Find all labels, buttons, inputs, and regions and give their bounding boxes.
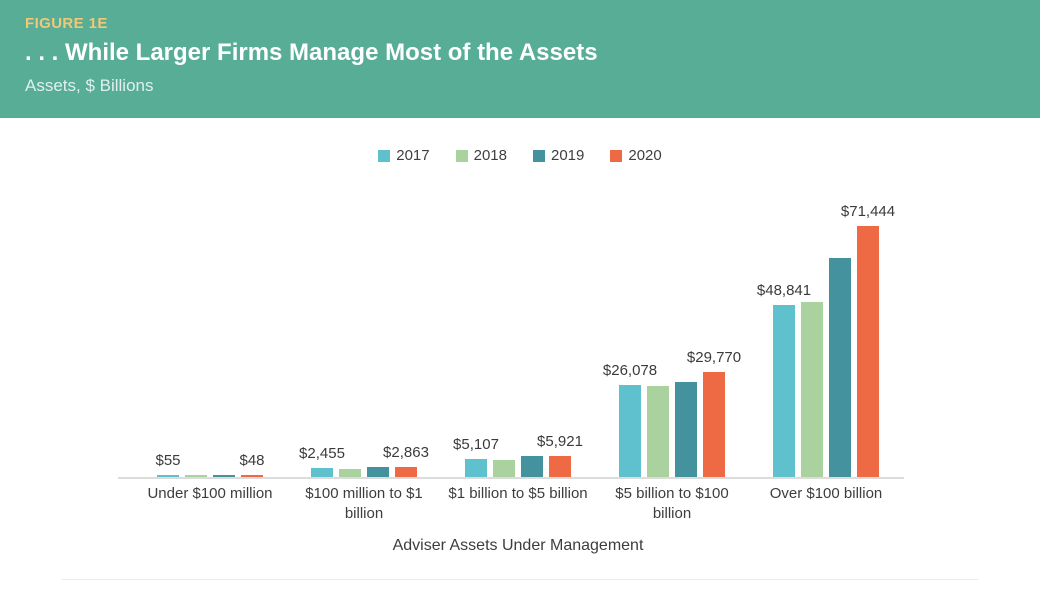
x-axis-title: Adviser Assets Under Management	[392, 537, 644, 554]
value-label: $48	[239, 452, 265, 469]
bar-2017: $26,078	[603, 362, 657, 477]
bar-2020: $2,863	[383, 444, 429, 477]
bar-2019	[367, 467, 389, 477]
category-label: Over $100 billion	[769, 485, 883, 502]
bar-2019	[675, 381, 697, 477]
legend-label: 2017	[396, 147, 430, 164]
bar-2017: $2,455	[299, 445, 345, 477]
figure-number-label: FIGURE 1E	[25, 15, 108, 32]
figure-header-banner: FIGURE 1E . . . While Larger Firms Manag…	[0, 0, 1040, 118]
value-label: $29,770	[686, 349, 742, 367]
legend-swatch-2017	[378, 149, 391, 162]
value-label: $48,841	[756, 282, 812, 300]
bar-chart: 2017 2018 2019 2020 $55 $48 $2,455 $2,863 $5,10…	[0, 118, 1040, 606]
bar-2019	[521, 456, 543, 477]
bar-2020: $71,444	[841, 203, 895, 477]
legend-item-2019: 2019	[533, 147, 584, 164]
bar-2017: $48,841	[757, 282, 811, 477]
legend-swatch-2020	[610, 149, 623, 162]
bottom-divider-line	[62, 579, 978, 580]
bar-2018	[185, 475, 207, 477]
category-label: $100 million to $1 billion	[305, 485, 423, 523]
bar-2018	[647, 386, 669, 477]
value-label: $5,107	[453, 436, 499, 454]
category-axis-labels: Under $100 million $100 million to $1 bil…	[133, 484, 903, 525]
bar-2020: $29,770	[687, 349, 741, 477]
bar-group: $5,107 $5,921	[441, 433, 595, 477]
bar-2020: $48	[239, 452, 265, 477]
category-label: Under $100 million	[147, 485, 273, 502]
x-axis-line	[118, 477, 904, 479]
legend-swatch-2018	[455, 149, 468, 162]
value-label: $55	[155, 452, 181, 469]
category-label: $5 billion to $100 billion	[615, 485, 729, 523]
bar-2017: $55	[155, 452, 181, 477]
category-label: $1 billion to $5 billion	[448, 485, 588, 502]
legend-item-2017: 2017	[378, 147, 430, 164]
value-label: $5,921	[537, 433, 583, 451]
bar-group: $26,078 $29,770	[595, 349, 749, 477]
legend-label: 2018	[473, 147, 507, 164]
bar-2018	[493, 459, 515, 477]
bar-group: $48,841 $71,444	[749, 203, 903, 477]
bar-group: $2,455 $2,863	[287, 444, 441, 477]
value-label: $2,455	[299, 445, 345, 463]
legend-label: 2019	[551, 147, 585, 164]
figure-subtitle: Assets, $ Billions	[25, 76, 154, 95]
bar-2017: $5,107	[453, 436, 499, 477]
bar-2018	[339, 468, 361, 477]
bar-2018	[801, 301, 823, 477]
bar-2020: $5,921	[537, 433, 583, 477]
bar-2019	[213, 475, 235, 477]
chart-legend: 2017 2018 2019 2020	[0, 147, 1040, 164]
legend-swatch-2019	[533, 149, 545, 162]
value-label: $26,078	[602, 362, 658, 380]
plot-area: $55 $48 $2,455 $2,863 $5,107 $5,921 $26,078 $29…	[133, 118, 903, 477]
value-label: $71,444	[840, 203, 896, 220]
value-label: $2,863	[383, 443, 429, 461]
figure-title: . . . While Larger Firms Manage Most of …	[25, 39, 598, 66]
legend-item-2018: 2018	[455, 147, 507, 164]
bar-2019	[829, 257, 851, 477]
bar-group: $55 $48	[133, 452, 287, 477]
legend-label: 2020	[628, 147, 662, 164]
legend-item-2020: 2020	[610, 147, 662, 164]
